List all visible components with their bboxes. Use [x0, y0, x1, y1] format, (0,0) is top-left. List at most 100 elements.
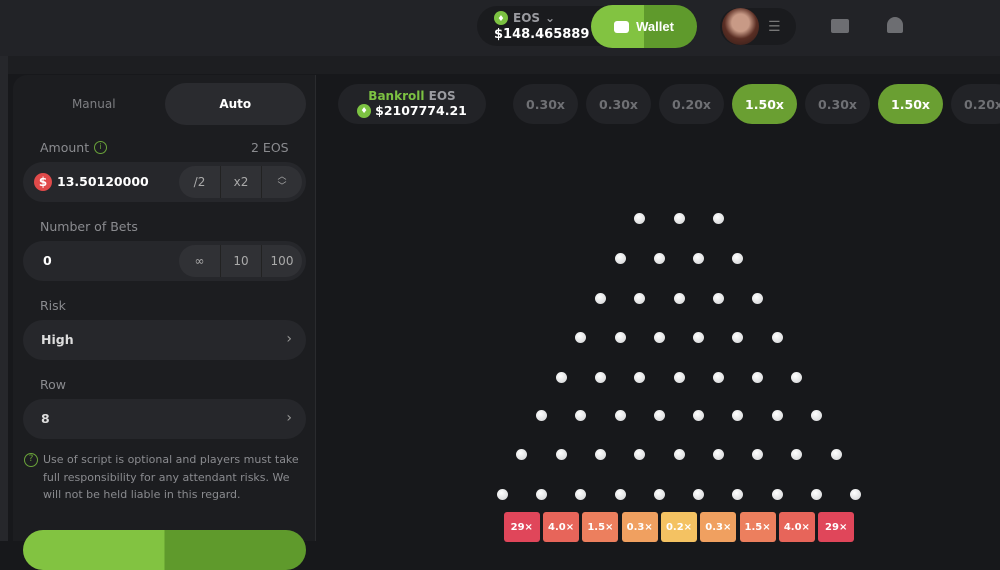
peg: [653, 252, 665, 264]
tab-manual[interactable]: Manual: [71, 97, 116, 111]
result-pill: 0.30x: [513, 84, 578, 124]
row-label: Row: [40, 377, 66, 392]
amount-input[interactable]: $ 13.50120000 /2 x2 ︿ ﹀: [23, 162, 306, 202]
avatar[interactable]: [722, 8, 759, 45]
infinite-button[interactable]: ∞: [194, 254, 205, 268]
peg: [732, 409, 744, 421]
peg: [693, 409, 705, 421]
hundred-button[interactable]: 100: [261, 245, 302, 277]
peg: [673, 292, 685, 304]
currency-select[interactable]: ♦ EOS ⌄: [494, 11, 555, 25]
peg: [575, 488, 587, 500]
risk-select[interactable]: High ›: [23, 320, 306, 360]
wallet-label: Wallet: [636, 19, 674, 34]
peg: [712, 292, 724, 304]
peg: [771, 331, 783, 343]
bell-icon[interactable]: [887, 17, 903, 33]
peg: [673, 448, 685, 460]
peg: [673, 371, 685, 383]
double-button[interactable]: x2: [220, 166, 261, 198]
chevron-right-icon: ›: [286, 410, 292, 426]
multiplier-bucket: 1.5×: [582, 512, 619, 542]
peg: [712, 212, 724, 224]
result-pill: 0.30x: [586, 84, 651, 124]
bet-panel: [13, 75, 316, 541]
multiplier-bucket: 0.3×: [621, 512, 658, 542]
peg: [752, 448, 764, 460]
mail-icon[interactable]: [831, 19, 849, 33]
peg: [732, 488, 744, 500]
side-nav-strip: [0, 56, 8, 541]
peg: [535, 409, 547, 421]
peg: [771, 488, 783, 500]
multiplier-bucket: 29×: [818, 512, 855, 542]
wallet-button[interactable]: Wallet: [591, 5, 697, 48]
tab-auto[interactable]: Auto: [164, 83, 306, 125]
row-value: 8: [41, 411, 50, 426]
eos-coin-icon: ♦: [494, 11, 508, 25]
peg: [653, 331, 665, 343]
bets-input[interactable]: 0 ∞ 10 100: [23, 241, 306, 281]
amount-controls: /2 x2 ︿ ﹀: [179, 166, 302, 198]
chevron-down-icon[interactable]: ﹀: [277, 182, 287, 192]
multiplier-bucket: 1.5×: [739, 512, 776, 542]
peg: [752, 371, 764, 383]
row-select[interactable]: 8 ›: [23, 399, 306, 439]
result-pill: 0.20x: [951, 84, 1000, 124]
bankroll-display: Bankroll EOS ♦ $2107774.21: [338, 84, 486, 124]
multiplier-bucket: 0.3×: [700, 512, 737, 542]
peg: [614, 331, 626, 343]
peg: [693, 252, 705, 264]
peg: [693, 331, 705, 343]
chevron-down-icon: ⌄: [545, 11, 556, 25]
half-button[interactable]: /2: [193, 175, 206, 189]
peg: [634, 371, 646, 383]
peg: [830, 448, 842, 460]
start-autobet-button[interactable]: [23, 530, 306, 570]
bets-value[interactable]: 0: [43, 253, 52, 268]
info-icon[interactable]: i: [94, 141, 108, 154]
multiplier-bucket: 4.0×: [543, 512, 580, 542]
amount-stepper[interactable]: ︿ ﹀: [261, 166, 302, 198]
peg: [594, 371, 606, 383]
peg: [712, 448, 724, 460]
amount-label: Amount: [40, 140, 90, 155]
bets-label: Number of Bets: [40, 219, 138, 234]
mode-tabs: Manual Auto: [23, 83, 306, 125]
peg: [732, 252, 744, 264]
bankroll-amount: $2107774.21: [375, 103, 467, 118]
disclaimer-text: Use of script is optional and players mu…: [43, 453, 299, 501]
amount-value[interactable]: 13.50120000: [57, 174, 149, 189]
peg: [614, 252, 626, 264]
peg: [614, 409, 626, 421]
peg: [811, 409, 823, 421]
peg: [653, 488, 665, 500]
peg: [555, 371, 567, 383]
peg: [732, 331, 744, 343]
risk-value: High: [41, 332, 74, 347]
result-pill: 0.20x: [659, 84, 724, 124]
chevron-up-icon[interactable]: ︿: [277, 172, 287, 182]
peg: [752, 292, 764, 304]
peg: [634, 448, 646, 460]
disclaimer: ? Use of script is optional and players m…: [24, 451, 304, 504]
ten-button[interactable]: 10: [220, 245, 261, 277]
peg: [653, 409, 665, 421]
peg: [771, 409, 783, 421]
peg: [496, 488, 508, 500]
bets-presets: ∞ 10 100: [179, 245, 302, 277]
chevron-right-icon: ›: [286, 331, 292, 347]
risk-label: Risk: [40, 298, 66, 313]
peg: [575, 409, 587, 421]
peg: [712, 371, 724, 383]
peg: [850, 488, 862, 500]
peg: [535, 488, 547, 500]
menu-icon[interactable]: ☰: [768, 19, 781, 35]
peg: [693, 488, 705, 500]
peg: [791, 371, 803, 383]
peg: [634, 212, 646, 224]
currency-label: EOS: [513, 11, 541, 25]
peg: [811, 488, 823, 500]
recent-results: 0.30x 0.30x 0.20x 1.50x 0.30x 1.50x 0.20x: [513, 84, 1000, 124]
peg: [516, 448, 528, 460]
